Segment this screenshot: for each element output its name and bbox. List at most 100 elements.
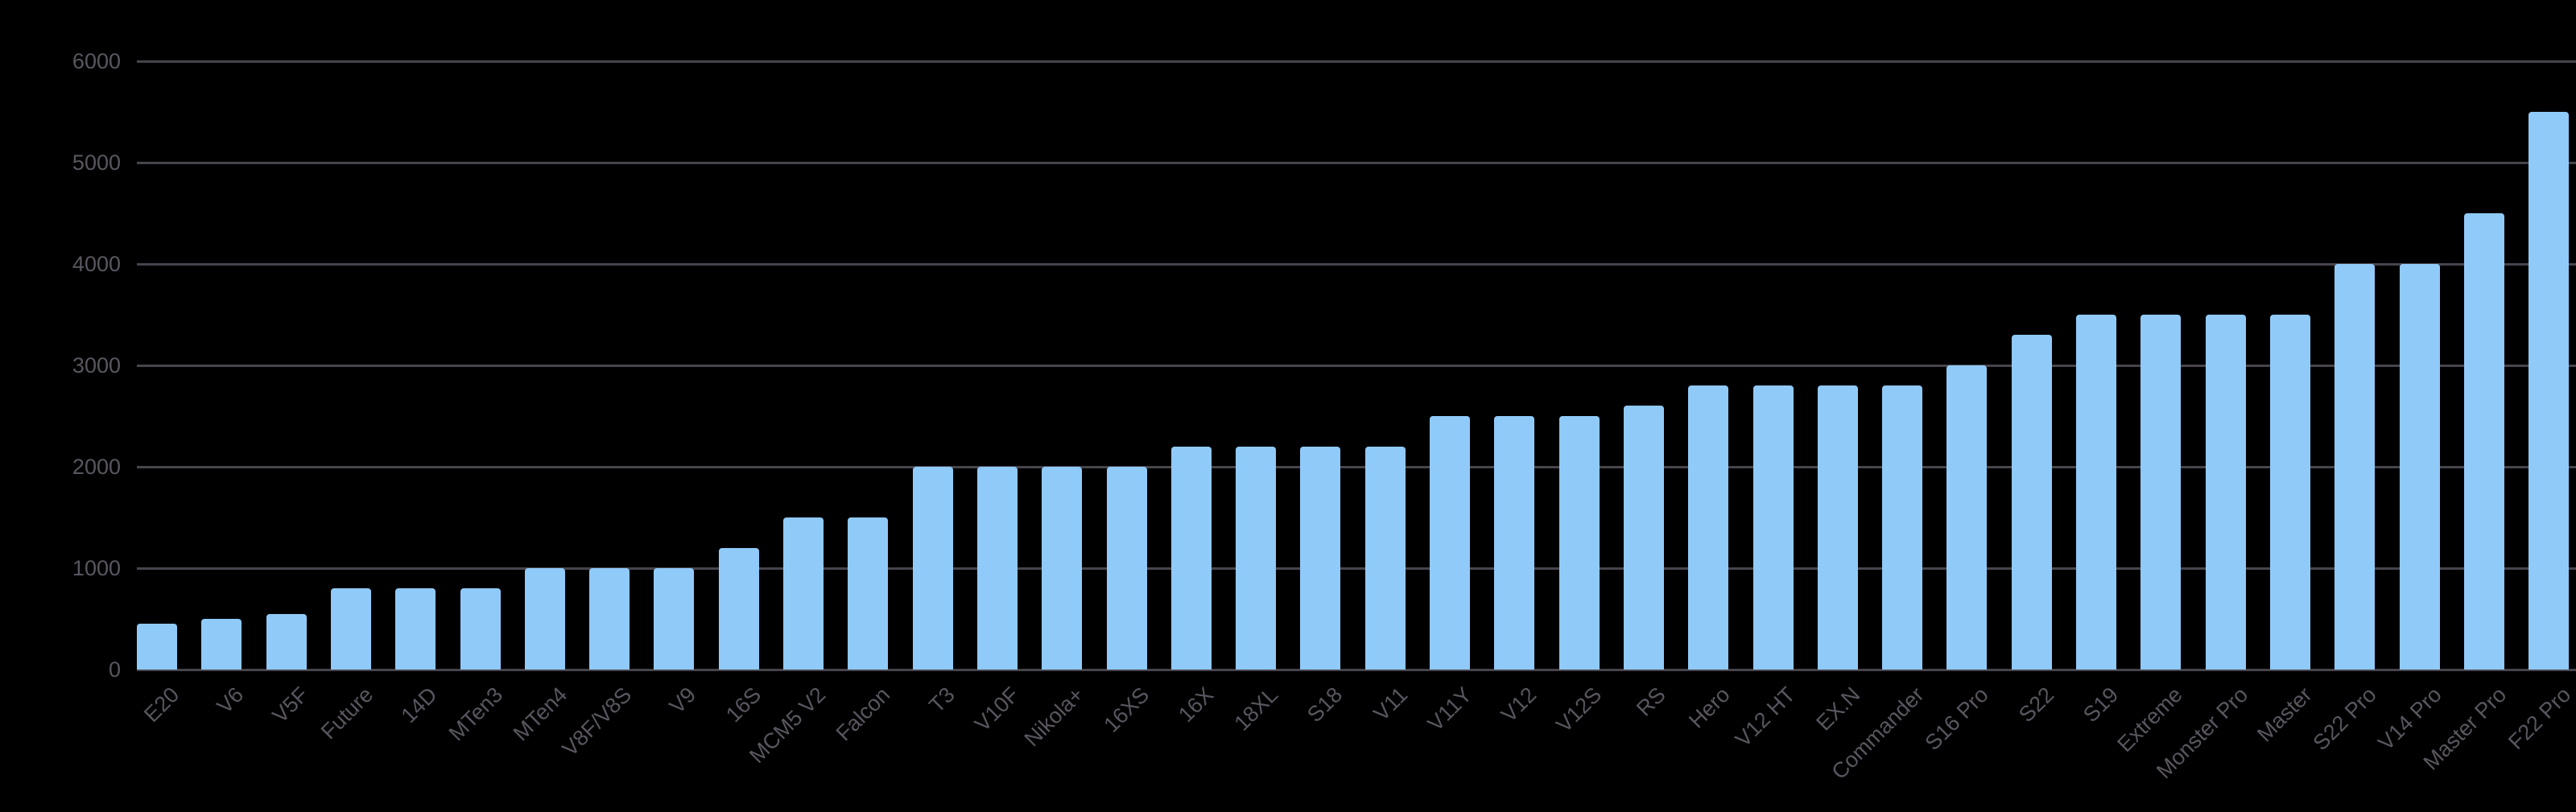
bar[interactable] [2076,315,2116,670]
x-tick-label: E20 [139,682,184,728]
data-label: 500 [209,601,234,617]
bar[interactable] [2463,213,2504,670]
bar[interactable] [1946,365,1988,670]
bar[interactable] [976,467,1018,670]
bar[interactable] [395,588,436,670]
bar[interactable] [718,547,759,670]
bar[interactable] [2011,335,2052,670]
bar[interactable] [2269,315,2310,670]
bar[interactable] [1558,416,1600,670]
bar[interactable] [1364,446,1406,670]
data-label: 3500 [2145,297,2178,313]
bar[interactable] [1106,467,1147,670]
bar[interactable] [330,588,371,670]
x-tick-label: RS [1631,682,1670,721]
x-tick-label: 16X [1173,682,1219,728]
x-tick-label: EX.N [1811,682,1865,736]
x-tick-label: 16S [720,682,766,728]
y-tick-label: 0 [108,657,121,682]
data-label: 3500 [2273,297,2306,313]
x-tick-label: F22 Pro [2504,682,2576,755]
bar[interactable] [654,568,695,670]
data-label: 2500 [1433,398,1467,414]
bar[interactable] [1623,406,1664,670]
x-tick-label: Future [316,682,378,744]
bar[interactable] [589,568,630,670]
bar[interactable] [1170,446,1212,670]
data-label: 3500 [2079,297,2113,313]
bar[interactable] [1042,467,1083,670]
y-tick-label: 1000 [72,556,121,580]
x-tick-label: V5F [267,682,313,728]
gridline [137,465,2576,468]
x-tick-label: Falcon [832,682,895,746]
x-tick-label: Master [2252,682,2317,747]
data-label: 4000 [2339,246,2372,262]
x-tick-label: V12S [1550,682,1606,737]
bar[interactable] [1430,416,1470,670]
x-tick-label: S22 Pro [2308,682,2381,756]
x-tick-label: V6 [212,682,249,719]
data-label: 1000 [593,550,626,567]
bar[interactable] [848,517,889,670]
bar[interactable] [201,619,242,670]
bar[interactable] [2205,315,2246,670]
bar[interactable] [2529,112,2570,670]
data-label: 800 [403,571,428,587]
gridline [137,60,2576,63]
x-tick-label: V8F/V8S [557,682,637,761]
bar[interactable] [1752,385,1794,670]
data-label: 550 [274,596,299,612]
bar[interactable] [2334,264,2376,670]
gridline [137,262,2576,266]
data-label: 2200 [1240,428,1273,445]
x-tick-label: V12 [1496,682,1542,728]
data-label: 2200 [1304,428,1337,445]
data-label: 2800 [1757,368,1790,385]
data-label: 800 [468,571,493,587]
x-tick-label: T3 [923,682,960,718]
data-label: 5500 [2533,94,2566,110]
bar[interactable] [266,613,307,670]
data-label: 2500 [1563,398,1596,414]
bar[interactable] [1688,385,1729,670]
gridline [137,567,2576,570]
data-label: 3000 [1951,348,1984,364]
x-tick-label: 18XL [1229,682,1283,736]
bar[interactable] [524,568,565,670]
bar[interactable] [912,467,953,670]
x-tick-label: V12 HT [1730,682,1800,752]
x-tick-label: Hero [1684,682,1735,733]
bar[interactable] [1236,446,1277,670]
x-tick-label: Nikola+ [1019,682,1089,752]
bar[interactable] [783,517,824,670]
y-tick-label: 5000 [72,150,121,175]
data-label: 2000 [916,449,949,465]
data-label: 1200 [722,530,755,546]
bar[interactable] [1494,416,1535,670]
x-tick-label: V11Y [1422,682,1477,736]
data-label: 4000 [2403,246,2436,262]
bar[interactable] [2399,264,2440,670]
bar[interactable] [1817,385,1858,670]
data-label: 1500 [852,500,885,516]
bar[interactable] [1300,446,1341,670]
data-label: 3300 [2015,317,2048,334]
bar[interactable] [2140,315,2182,670]
data-label: 2600 [1627,388,1660,405]
x-tick-label: 14D [396,682,442,728]
bar[interactable] [460,588,501,670]
data-label: 1500 [786,500,820,516]
data-label: 4500 [2467,196,2500,212]
data-label: 2000 [1110,449,1143,465]
gridline [137,161,2576,164]
bar[interactable] [137,624,177,670]
gridline [137,668,2576,671]
bar[interactable] [1882,385,1923,670]
data-label: 1000 [658,550,691,567]
x-tick-label: S18 [1302,682,1348,728]
data-label: 3500 [2209,297,2242,313]
data-label: 2000 [980,449,1013,465]
data-label: 2500 [1498,398,1531,414]
